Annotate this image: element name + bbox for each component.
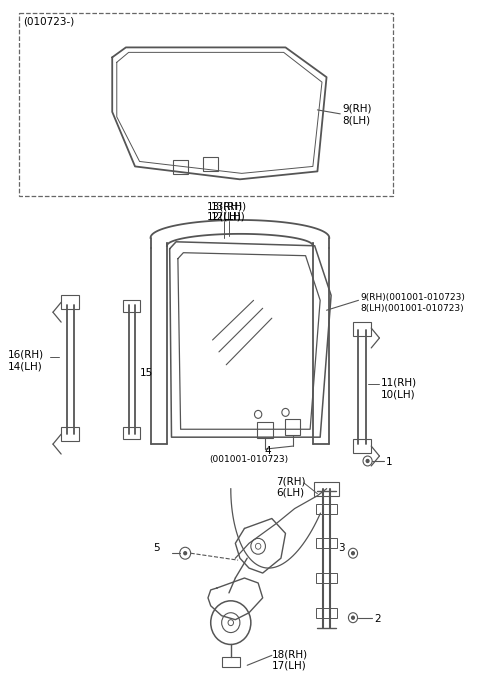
Text: (010723-): (010723-) bbox=[23, 17, 74, 26]
Text: 5: 5 bbox=[153, 544, 160, 553]
Bar bbox=[314, 482, 339, 496]
Text: 4: 4 bbox=[264, 446, 271, 456]
Bar bbox=[257, 422, 273, 438]
Bar bbox=[316, 504, 337, 514]
Text: (001001-010723): (001001-010723) bbox=[209, 455, 288, 464]
Bar bbox=[316, 608, 337, 617]
Circle shape bbox=[366, 460, 369, 462]
Text: 13(RH): 13(RH) bbox=[206, 201, 242, 211]
Text: 8(LH): 8(LH) bbox=[342, 116, 370, 126]
Bar bbox=[353, 322, 371, 336]
Text: 18(RH): 18(RH) bbox=[272, 649, 308, 659]
Circle shape bbox=[352, 552, 354, 554]
Text: 12(LH): 12(LH) bbox=[211, 211, 245, 221]
Bar bbox=[123, 301, 140, 312]
Text: 15: 15 bbox=[140, 368, 153, 378]
Text: 9(RH): 9(RH) bbox=[342, 104, 372, 114]
Circle shape bbox=[352, 616, 354, 619]
Text: 10(LH): 10(LH) bbox=[381, 389, 416, 399]
Bar bbox=[204, 158, 218, 171]
Text: 2: 2 bbox=[374, 614, 381, 624]
Bar bbox=[19, 13, 393, 196]
Bar bbox=[61, 427, 79, 441]
Text: 7(RH): 7(RH) bbox=[276, 477, 306, 487]
Text: 17(LH): 17(LH) bbox=[272, 660, 307, 670]
Bar bbox=[316, 573, 337, 583]
Bar bbox=[123, 427, 140, 439]
Text: 6(LH): 6(LH) bbox=[276, 487, 304, 498]
Bar bbox=[316, 538, 337, 548]
Text: 3: 3 bbox=[338, 544, 345, 553]
Text: 1: 1 bbox=[386, 457, 393, 467]
Text: 16(RH): 16(RH) bbox=[7, 350, 44, 360]
Text: 11(RH): 11(RH) bbox=[381, 378, 418, 388]
Bar bbox=[173, 160, 188, 175]
Bar bbox=[285, 419, 300, 435]
Text: 12(LH): 12(LH) bbox=[207, 211, 242, 221]
Text: 13(RH): 13(RH) bbox=[211, 201, 247, 211]
Bar bbox=[61, 295, 79, 309]
Text: 8(LH)(001001-010723): 8(LH)(001001-010723) bbox=[360, 304, 464, 313]
Bar bbox=[222, 657, 240, 668]
Text: 14(LH): 14(LH) bbox=[7, 362, 42, 372]
Text: 9(RH)(001001-010723): 9(RH)(001001-010723) bbox=[360, 293, 465, 303]
Circle shape bbox=[184, 552, 187, 554]
Bar bbox=[353, 439, 371, 453]
